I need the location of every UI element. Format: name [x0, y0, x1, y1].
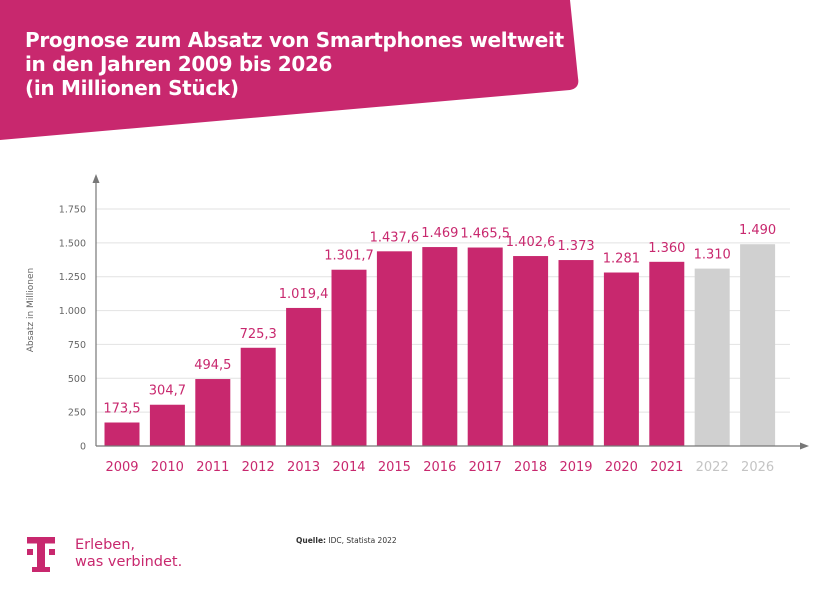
value-labels: 173,5 304,7 494,5 725,3 1.019,4 1.301,7 1.437,… [103, 223, 776, 416]
y-axis-label: Absatz in Millionen [26, 268, 36, 352]
bar-2012 [240, 347, 276, 446]
value-label-2012: 725,3 [240, 327, 277, 342]
source-text: IDC, Statista 2022 [326, 536, 397, 545]
x-tick-label-2013: 2013 [287, 460, 320, 475]
x-tick-label-2015: 2015 [378, 460, 411, 475]
value-label-2016: 1.469 [421, 226, 458, 241]
source-note: Quelle: IDC, Statista 2022 [296, 536, 397, 545]
y-axis-ticks: 0 250 500 750 1.000 1.250 1.500 1.750 [59, 205, 86, 453]
x-tick-label-2020: 2020 [605, 460, 638, 475]
bar-2018 [513, 256, 549, 446]
x-tick-label-2021: 2021 [650, 460, 683, 475]
bar-2026 [740, 244, 776, 446]
x-tick-label-2018: 2018 [514, 460, 547, 475]
title-line-1: Prognose zum Absatz von Smartphones welt… [25, 28, 564, 52]
y-tick-label: 500 [68, 374, 86, 385]
title-line-2: in den Jahren 2009 bis 2026 [25, 52, 333, 76]
bars [104, 244, 776, 446]
value-label-2009: 173,5 [103, 402, 140, 417]
bar-2014 [331, 269, 367, 446]
bar-2015 [376, 251, 412, 446]
value-label-2018: 1.402,6 [506, 235, 556, 250]
value-label-2014: 1.301,7 [324, 249, 374, 264]
bar-2013 [286, 307, 322, 446]
bar-2016 [422, 247, 458, 446]
y-tick-label: 1.000 [59, 306, 86, 317]
bar-2009 [104, 422, 140, 446]
value-label-2021: 1.360 [648, 241, 685, 256]
value-label-2019: 1.373 [557, 239, 594, 254]
telekom-t-logo-icon [27, 537, 55, 572]
x-tick-label-2022: 2022 [696, 460, 729, 475]
value-label-2022: 1.310 [694, 248, 731, 263]
value-label-2013: 1.019,4 [279, 287, 329, 302]
chart-title: Prognose zum Absatz von Smartphones welt… [25, 28, 564, 100]
x-tick-label-2016: 2016 [423, 460, 456, 475]
value-label-2015: 1.437,6 [370, 230, 420, 245]
x-tick-label-2026: 2026 [741, 460, 774, 475]
banner-shape [0, 0, 579, 140]
bar-2022 [694, 268, 730, 446]
value-label-2026: 1.490 [739, 223, 776, 238]
y-tick-label: 1.500 [59, 238, 86, 249]
x-tick-label-2019: 2019 [559, 460, 592, 475]
value-label-2017: 1.465,5 [460, 227, 510, 242]
title-line-3: (in Millionen Stück) [25, 76, 239, 100]
x-tick-label-2011: 2011 [196, 460, 229, 475]
source-label: Quelle: [296, 536, 327, 545]
x-axis-arrow-icon [800, 442, 809, 450]
x-tick-label-2010: 2010 [151, 460, 184, 475]
y-tick-label: 0 [80, 442, 86, 453]
bar-2010 [149, 404, 185, 446]
bar-2017 [467, 247, 503, 446]
y-tick-label: 250 [68, 408, 86, 419]
slogan-line-1: Erleben, [75, 537, 135, 553]
y-tick-label: 750 [68, 340, 86, 351]
x-tick-label-2014: 2014 [332, 460, 365, 475]
x-tick-label-2009: 2009 [105, 460, 138, 475]
y-tick-label: 1.250 [59, 272, 86, 283]
y-axis-arrow-icon [92, 174, 100, 183]
value-label-2010: 304,7 [149, 384, 186, 399]
bar-2011 [195, 379, 231, 446]
slogan: Erleben, was verbindet. [75, 537, 182, 571]
axes [92, 174, 809, 450]
bar-2021 [649, 261, 685, 446]
y-tick-label: 1.750 [59, 205, 86, 216]
x-tick-label-2012: 2012 [242, 460, 275, 475]
bar-2020 [603, 272, 639, 446]
value-label-2011: 494,5 [194, 358, 231, 373]
title-banner [0, 0, 579, 140]
x-axis-labels: 2009 2010 2011 2012 2013 2014 2015 2016 2017 2018… [105, 460, 774, 475]
value-label-2020: 1.281 [603, 252, 640, 267]
bar-2019 [558, 260, 594, 446]
x-tick-label-2017: 2017 [469, 460, 502, 475]
slogan-line-2: was verbindet. [75, 554, 183, 570]
